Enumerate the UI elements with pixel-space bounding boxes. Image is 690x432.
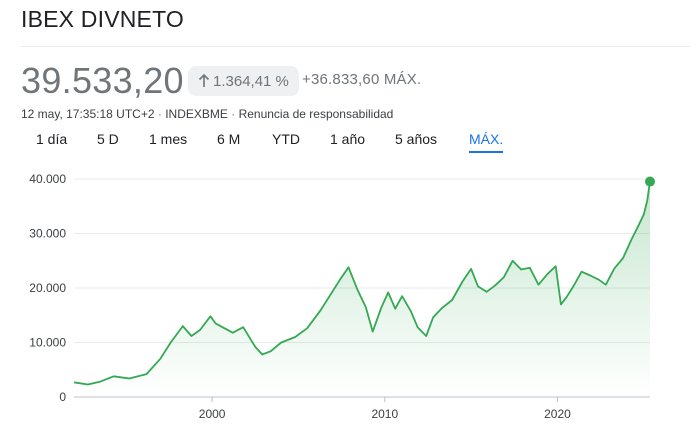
x-tick-label: 2010 — [371, 407, 398, 421]
latest-price-marker — [645, 176, 655, 187]
disclaimer-link[interactable]: Renuncia de responsabilidad — [238, 107, 394, 121]
y-tick-label: 0 — [59, 390, 66, 404]
arrow-up-icon — [198, 74, 210, 87]
price-area-fill — [74, 181, 650, 397]
quote-meta: 12 may, 17:35:18 UTC+2 · INDEXBME · Renu… — [21, 107, 393, 121]
tab-6-months[interactable]: 6 M — [217, 131, 241, 147]
x-axis-labels: 2000 2010 2020 — [199, 397, 571, 421]
timestamp: 12 may, 17:35:18 UTC+2 — [21, 107, 155, 121]
y-axis-labels: 0 10.000 20.000 30.000 40.000 — [29, 172, 66, 404]
y-tick-label: 30.000 — [29, 227, 66, 241]
current-price: 39.533,20 — [21, 60, 184, 101]
tab-max[interactable]: MÁX. — [469, 131, 504, 153]
tab-1-year[interactable]: 1 año — [330, 131, 366, 147]
y-tick-label: 20.000 — [29, 281, 66, 295]
meta-separator: · — [227, 107, 239, 121]
price-chart[interactable]: 0 10.000 20.000 30.000 40.000 2000 2010 2020 — [0, 160, 690, 432]
exchange-name: INDEXBME — [165, 107, 228, 121]
tab-5-years[interactable]: 5 años — [395, 131, 438, 147]
tab-5-days[interactable]: 5 D — [97, 131, 119, 147]
price-line — [73, 181, 651, 386]
x-tick-label: 2020 — [544, 407, 571, 421]
absolute-change: +36.833,60 MÁX. — [302, 71, 422, 88]
meta-separator: · — [154, 107, 166, 121]
percent-change-value: 1.364,41 % — [213, 72, 289, 90]
tab-1-month[interactable]: 1 mes — [149, 131, 188, 147]
tab-1-day[interactable]: 1 día — [36, 131, 68, 147]
tab-ytd[interactable]: YTD — [272, 131, 300, 147]
percent-change-badge: 1.364,41 % — [188, 66, 299, 96]
y-tick-label: 40.000 — [29, 172, 66, 186]
page-title: IBEX DIVNETO — [21, 6, 185, 32]
x-tick-label: 2000 — [199, 407, 226, 421]
header-divider — [21, 46, 690, 47]
y-tick-label: 10.000 — [29, 336, 66, 350]
